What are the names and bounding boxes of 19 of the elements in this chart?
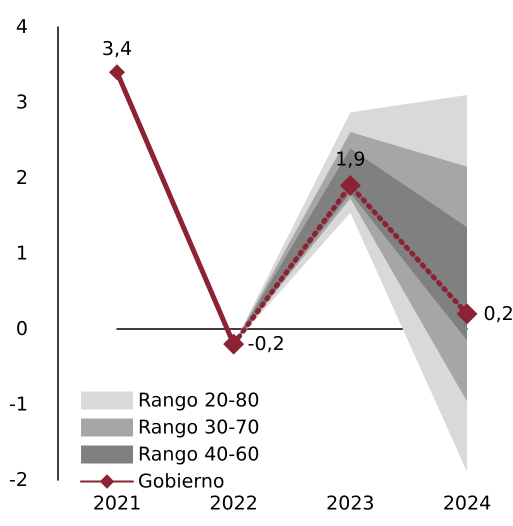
y-tick-label: 4 [16, 16, 28, 38]
y-tick-label: 0 [16, 318, 28, 340]
y-tick-label: -2 [9, 469, 28, 491]
legend-label: Gobierno [138, 470, 225, 492]
y-tick-label: 2 [16, 167, 28, 189]
data-label: 0,2 [484, 302, 513, 325]
x-tick-label: 2022 [209, 492, 258, 514]
data-label: -0,2 [248, 333, 285, 356]
x-tick-label: 2024 [442, 492, 492, 514]
x-tick-label: 2021 [92, 492, 142, 514]
legend-label: Rango 20-80 [138, 390, 260, 412]
y-tick-label: 3 [16, 92, 28, 114]
legend-label: Rango 30-70 [138, 416, 260, 438]
legend-label: Rango 40-60 [138, 444, 260, 466]
data-label: 3,4 [102, 38, 132, 60]
x-tick-label: 2023 [326, 492, 375, 514]
y-tick-label: -1 [9, 394, 28, 416]
y-tick-label: 1 [16, 242, 28, 264]
data-label: 1,9 [335, 148, 366, 171]
